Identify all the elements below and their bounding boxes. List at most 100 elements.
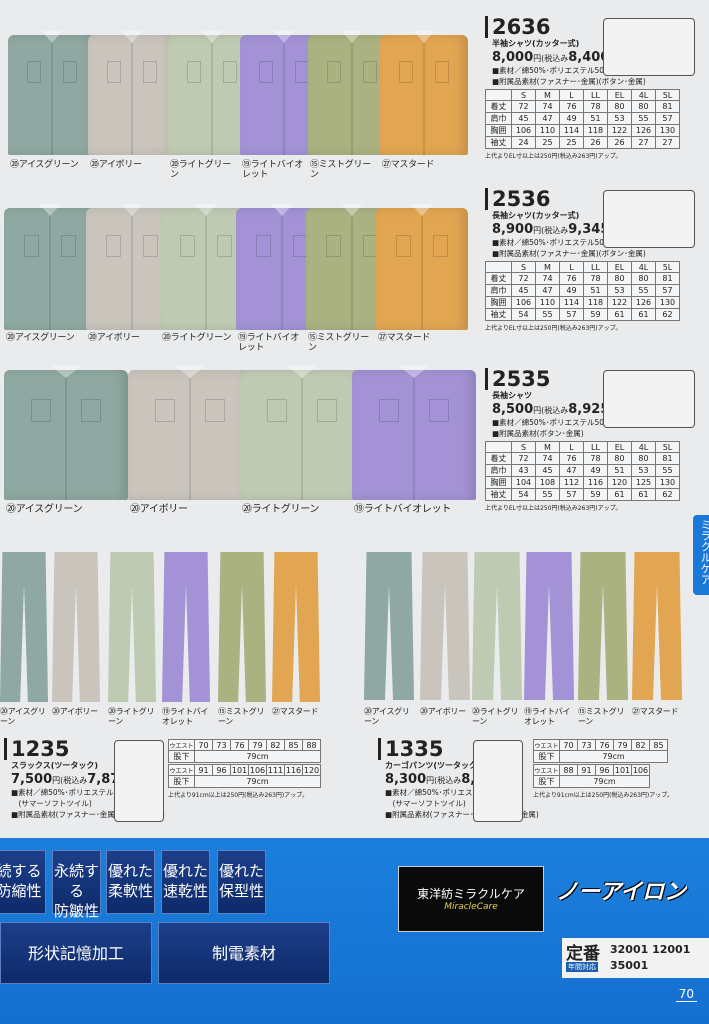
row-label: 着丈 [485,100,512,113]
size-value: 130 [655,296,680,309]
placket [281,216,283,330]
size-value: 114 [559,124,584,137]
size-table: S M L LL EL 4L 5L 着丈 72 74 76 78 80 80 81 肩巾 45 47 49 51 53 5… [485,261,680,321]
size-value: 112 [559,476,584,489]
size-row: 肩巾 43 45 47 49 51 53 55 [485,464,680,477]
price-tax: 9,345 [568,222,610,237]
product-spec-2636: 2636半袖シャツ(カッター式)8,000円(税込み8,400円)■素材／綿50… [485,16,705,160]
waist-value: 70 [194,739,213,751]
miraclecare-logo: 東洋紡ミラクルケア MiracleCare [398,866,544,932]
waist-table: ウエスト 70 73 76 79 82 85 股下 79cm [533,739,668,763]
product-spec-1235: 1235スラックス(ツータック)7,500円(税込み7,875円)■素材／綿50… [4,738,334,822]
shirt-アイボリー [128,366,252,500]
size-row: 肩巾 45 47 49 51 53 55 57 [485,112,680,125]
size-value: 76 [559,272,584,285]
inseam-row: 股下 79cm [168,750,321,763]
size-value: 27 [631,136,656,149]
size-row: 着丈 72 74 76 78 80 80 81 [485,272,680,285]
waist-label: ウエスト [168,739,195,751]
size-value: 51 [607,464,632,477]
pants-illustration [473,740,523,822]
teiban-codes-1: 32001 12001 [610,943,691,956]
material-line: ■附属品素材(ファスナー･金属)(ボタン･金属) [492,77,646,86]
size-value: 78 [583,100,608,113]
pants-ライトグリーン [472,552,522,700]
shirt-illustration [603,190,695,248]
size-value: 81 [655,272,680,285]
price-base: 8,900 [492,222,534,237]
color-label: ⑳アイボリー [90,160,142,170]
size-value: 61 [631,488,656,501]
size-value: 55 [631,284,656,297]
waist-row: ウエスト 91 96 101 106 111 116 120 [168,764,321,776]
side-tab: ミラクルケア [693,515,709,595]
waist-value: 106 [631,764,650,776]
size-header: L [559,89,584,101]
color-label: ⑳アイボリー [52,707,98,716]
size-value: 49 [559,112,584,125]
size-value: 62 [655,488,680,501]
product-number: 2636 [485,16,705,38]
inseam-label: 股下 [533,775,560,788]
size-value: 45 [511,284,536,297]
size-header: EL [607,89,632,101]
shirt-ライトバイオレット [352,366,476,500]
size-table: S M L LL EL 4L 5L 着丈 72 74 76 78 80 80 81 肩巾 45 47 49 51 53 5… [485,89,680,149]
color-label: ⑳ライトグリーン [242,504,320,515]
waist-table: ウエスト 91 96 101 106 111 116 120 股下 79cm [168,764,321,788]
color-label: ⑳アイボリー [130,504,188,515]
teiban-title: 定番 [566,944,600,964]
size-value: 45 [511,112,536,125]
inseam-row: 股下 79cm [533,750,668,763]
waist-value: 76 [230,739,249,751]
size-value: 57 [559,308,584,321]
size-header-row: S M L LL EL 4L 5L [485,441,680,453]
waist-value: 96 [595,764,614,776]
color-label: ⑳アイスグリーン [0,707,46,726]
size-value: 61 [607,488,632,501]
color-label: ⑮ミストグリーン [578,707,625,726]
placket [51,43,53,155]
size-value: 49 [559,284,584,297]
waist-value: 116 [284,764,303,776]
size-note: 上代よりEL寸以上は250円(税込み263円)アップ。 [485,153,622,160]
pocket [327,61,342,83]
pocket [259,61,274,83]
noiron-logo: ノーアイロン [556,880,687,905]
size-value: 80 [631,452,656,465]
size-value: 110 [535,296,560,309]
row-label: 肩巾 [485,284,512,297]
collar [51,366,81,378]
logo-en: MiracleCare [444,902,498,912]
size-value: 80 [607,100,632,113]
size-header: EL [607,261,632,273]
size-value: 55 [535,308,560,321]
size-value: 80 [631,100,656,113]
pocket [222,61,237,83]
size-value: 61 [607,308,632,321]
size-value: 116 [583,476,608,489]
waist-row: ウエスト 88 91 96 101 106 [533,764,650,776]
inseam-row: 股下 79cm [533,775,650,788]
inseam-value: 79cm [559,775,650,788]
color-label: ㉗マスタード [272,707,319,716]
pocket [362,61,377,83]
tax-label: 円(税込み [426,776,462,785]
size-value: 126 [631,296,656,309]
waist-value: 101 [230,764,249,776]
material-line: ■素材／綿50%･ポリエステル50% [11,788,131,797]
inseam-label: 股下 [168,750,195,763]
size-value: 53 [631,464,656,477]
waist-value: 82 [631,739,650,751]
collar [273,31,295,43]
feature-box-wide: 制電素材 [158,922,330,984]
size-value: 47 [535,112,560,125]
waist-row: ウエスト 70 73 76 79 82 85 [533,739,668,751]
waist-value: 82 [266,739,285,751]
size-value: 45 [535,464,560,477]
size-header: EL [607,441,632,453]
material-line: ■附属品素材(ファスナー･金属)(ボタン･金属) [11,810,165,819]
waist-value: 79 [248,739,267,751]
color-label: ⑮ミストグリーン [310,160,371,181]
size-note: 上代より91cm以上は250円(税込み263円)アップ。 [168,792,309,799]
